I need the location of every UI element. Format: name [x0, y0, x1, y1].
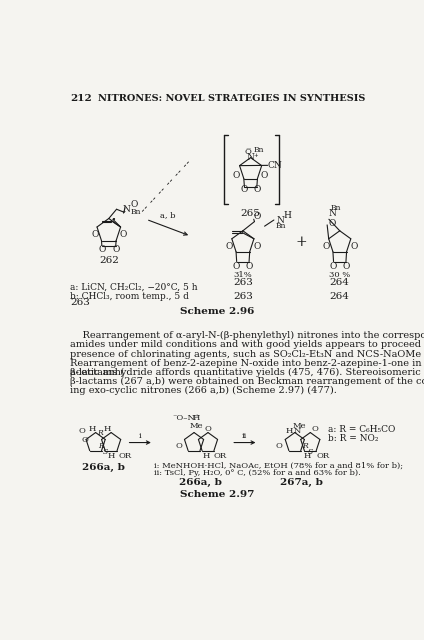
Text: O: O — [330, 262, 337, 271]
Text: O: O — [225, 242, 233, 251]
Text: OR: OR — [213, 452, 226, 460]
Text: β-lactams (: β-lactams ( — [70, 368, 124, 377]
Text: Me: Me — [293, 422, 306, 429]
Text: H: H — [88, 425, 95, 433]
Text: O: O — [98, 244, 106, 254]
Text: O: O — [261, 171, 268, 180]
Text: a: R = C₆H₅CO: a: R = C₆H₅CO — [328, 425, 396, 434]
Text: N: N — [293, 427, 301, 435]
Text: Rearrangement of benz-2-azepine N-oxide into benz-2-azepine-1-one in boiling: Rearrangement of benz-2-azepine N-oxide … — [70, 358, 424, 367]
Text: Bn: Bn — [331, 204, 341, 212]
Text: O: O — [78, 427, 85, 435]
Text: O: O — [350, 242, 357, 251]
Text: O: O — [112, 244, 120, 254]
Text: O: O — [233, 171, 240, 180]
Text: O: O — [253, 185, 260, 194]
Text: H: H — [304, 452, 311, 460]
Text: Rearrangement of α-aryl-N-(β-phenylethyl) nitrones into the corresponding: Rearrangement of α-aryl-N-(β-phenylethyl… — [70, 331, 424, 340]
Text: O: O — [253, 242, 260, 251]
Text: NITRONES: NOVEL STRATEGIES IN SYNTHESIS: NITRONES: NOVEL STRATEGIES IN SYNTHESIS — [98, 94, 365, 103]
Text: presence of chlorinating agents, such as SO₂Cl₂-Et₃N and NCS-NaOMe (474).: presence of chlorinating agents, such as… — [70, 349, 424, 358]
Text: +: + — [295, 236, 307, 250]
Text: O: O — [119, 230, 126, 239]
Text: O: O — [131, 200, 138, 209]
Text: O: O — [233, 262, 240, 271]
Text: N: N — [123, 205, 131, 214]
Text: Scheme 2.97: Scheme 2.97 — [180, 490, 254, 499]
Text: H: H — [283, 211, 291, 220]
Text: Me: Me — [190, 422, 203, 429]
Text: O: O — [342, 262, 350, 271]
Text: O: O — [322, 242, 329, 251]
Text: H: H — [107, 452, 115, 460]
Text: 265: 265 — [241, 209, 261, 218]
Text: ing exo-cyclic nitrones (266 a,b) (Scheme 2.97) (477).: ing exo-cyclic nitrones (266 a,b) (Schem… — [70, 387, 337, 396]
Text: O: O — [204, 425, 212, 433]
Text: Bn: Bn — [131, 208, 141, 216]
Text: b: R = NO₂: b: R = NO₂ — [328, 434, 379, 443]
Text: acetic anhydride affords quantitative yields (475, 476). Stereoisomeric bicyclic: acetic anhydride affords quantitative yi… — [70, 368, 424, 377]
Text: O: O — [81, 436, 88, 444]
Text: a: LiCN, CH₂Cl₂, −20°C, 5 h: a: LiCN, CH₂Cl₂, −20°C, 5 h — [70, 283, 198, 292]
Text: R: R — [97, 429, 102, 437]
Text: N: N — [277, 216, 285, 225]
Text: i: MeNHOH·HCl, NaOAc, EtOH (78% for a and 81% for b);: i: MeNHOH·HCl, NaOAc, EtOH (78% for a an… — [154, 461, 403, 470]
Text: S: S — [308, 448, 313, 456]
Text: O: O — [253, 212, 260, 221]
Text: 212: 212 — [70, 94, 92, 103]
Text: O: O — [329, 219, 336, 228]
Text: 31%: 31% — [234, 271, 252, 278]
Text: i: i — [139, 433, 141, 440]
Text: N⁺: N⁺ — [247, 153, 259, 162]
Text: H: H — [203, 452, 210, 460]
Text: ⁻O–N⁺: ⁻O–N⁺ — [173, 414, 200, 422]
Text: 264: 264 — [330, 278, 350, 287]
Text: 262: 262 — [99, 255, 119, 264]
Text: O: O — [276, 442, 283, 451]
Text: O: O — [245, 262, 253, 271]
Text: 263: 263 — [233, 292, 253, 301]
Text: 263: 263 — [233, 278, 253, 287]
Text: R: R — [98, 442, 104, 451]
Text: CN: CN — [268, 161, 282, 170]
Text: 263: 263 — [70, 298, 90, 307]
Text: b: CHCl₃, room temp., 5 d: b: CHCl₃, room temp., 5 d — [70, 292, 189, 301]
Text: O: O — [175, 442, 182, 451]
Text: 264: 264 — [330, 292, 350, 301]
Text: amides under mild conditions and with good yields appears to proceed in the: amides under mild conditions and with go… — [70, 340, 424, 349]
Text: O̅: O̅ — [245, 148, 252, 156]
Text: 30 %: 30 % — [329, 271, 350, 278]
Text: 267a, b: 267a, b — [279, 478, 322, 487]
Text: H: H — [192, 414, 200, 422]
Text: S: S — [103, 448, 108, 456]
Text: ii: ii — [242, 433, 247, 440]
Text: H: H — [103, 425, 111, 433]
Text: a, b: a, b — [160, 211, 176, 220]
Text: O: O — [91, 230, 98, 239]
Text: O: O — [312, 425, 318, 433]
Text: OR: OR — [316, 452, 329, 460]
Text: N: N — [328, 209, 336, 218]
Text: 266a, b: 266a, b — [82, 463, 125, 472]
Text: OR: OR — [119, 452, 131, 460]
Text: ii: TsCl, Py, H₂O, 0° C, (52% for a and 63% for b).: ii: TsCl, Py, H₂O, 0° C, (52% for a and … — [154, 469, 360, 477]
Text: R: R — [302, 442, 308, 451]
Text: Bn: Bn — [253, 146, 264, 154]
Text: H: H — [286, 427, 293, 435]
Text: 266a, b: 266a, b — [179, 478, 222, 487]
Text: O: O — [241, 185, 248, 194]
Text: β-lactams (267 a,b) were obtained on Beckman rearrangement of the correspond-: β-lactams (267 a,b) were obtained on Bec… — [70, 377, 424, 386]
Text: Bn: Bn — [276, 222, 286, 230]
Text: Scheme 2.96: Scheme 2.96 — [180, 307, 254, 316]
